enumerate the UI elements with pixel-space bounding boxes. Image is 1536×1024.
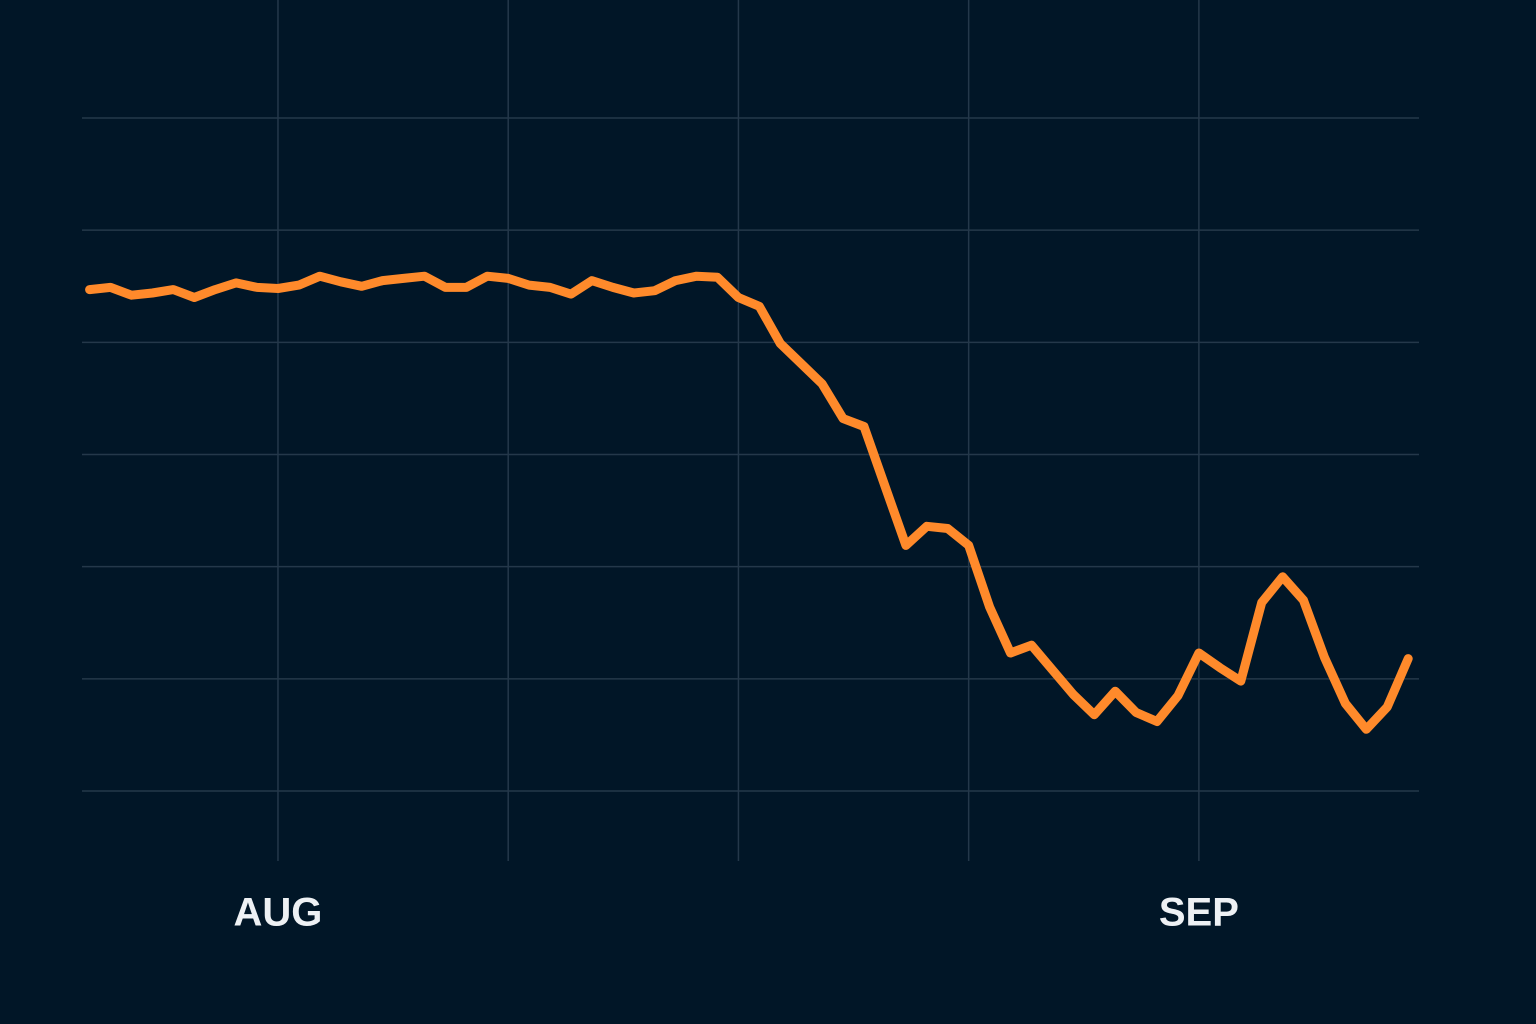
x-tick-label: AUG xyxy=(234,891,323,935)
x-tick-label: SEP xyxy=(1159,891,1239,935)
data-line xyxy=(85,271,1413,734)
